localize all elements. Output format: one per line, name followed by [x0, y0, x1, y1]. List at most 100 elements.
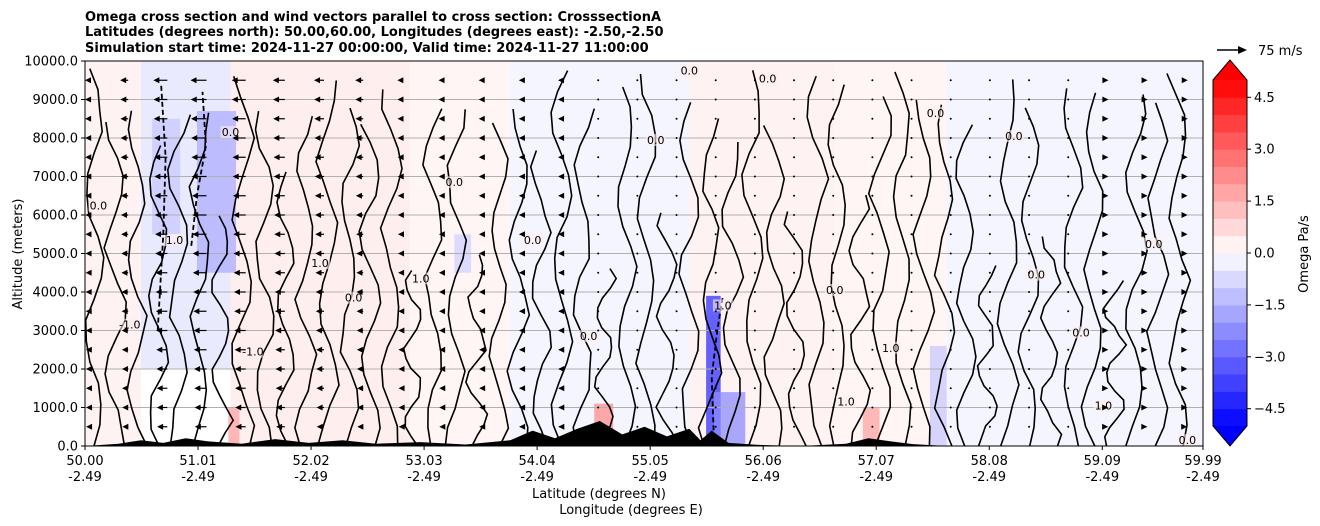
wind-vector-head — [316, 366, 323, 372]
x-tick-label-lat: 53.03 — [405, 454, 442, 469]
wind-vector-head — [85, 366, 92, 372]
wind-vector-head — [234, 327, 241, 334]
omega-contour — [85, 68, 105, 446]
wind-vector-head — [1141, 385, 1148, 392]
y-tick-label: 0.0 — [57, 440, 78, 455]
negative-contour — [156, 84, 167, 331]
omega-contour — [147, 145, 170, 446]
wind-vector-head — [518, 96, 525, 103]
y-tick-label: 2000.0 — [33, 363, 79, 378]
wind-vector-dot — [675, 117, 678, 120]
wind-vector-head — [397, 231, 404, 238]
wind-vector-dot — [636, 137, 639, 139]
wind-vector-head — [1181, 212, 1188, 218]
wind-vector-dot — [753, 310, 756, 313]
contour-label-bg — [220, 126, 241, 139]
wind-vector-head — [558, 327, 565, 334]
wind-vector-dot — [1028, 156, 1031, 159]
wind-vector-head — [153, 135, 160, 141]
wind-vector-dot — [1067, 425, 1070, 428]
wind-vector-head — [1141, 366, 1148, 372]
contour-label-bg — [522, 233, 543, 246]
wind-vector-head — [85, 231, 92, 238]
contour-label-bg — [645, 133, 666, 146]
wind-vector-head — [314, 77, 321, 84]
omega-contour — [741, 70, 764, 446]
wind-vector-dot — [753, 406, 756, 409]
wind-vector-dot — [910, 425, 913, 428]
wind-vector-head — [1102, 269, 1109, 276]
wind-vector-dot — [988, 137, 991, 139]
wind-vector-head — [356, 250, 363, 257]
wind-vector-head — [85, 385, 92, 392]
wind-vector-head — [315, 327, 322, 334]
wind-vector-head — [519, 327, 526, 334]
wind-vector-head — [1141, 404, 1148, 411]
x-tick-label-lon: -2.49 — [859, 470, 893, 485]
wind-vector-dot — [988, 175, 991, 178]
wind-vector-dot — [988, 425, 991, 428]
wind-vector-dot — [597, 79, 600, 82]
wind-vector-dot — [1028, 368, 1031, 370]
wind-vector-head — [479, 327, 486, 334]
wind-vector-dot — [714, 233, 717, 236]
wind-vector-head — [121, 327, 128, 334]
wind-vector-dot — [675, 252, 678, 255]
y-tick-label: 1000.0 — [33, 401, 79, 416]
wind-vector-head — [155, 250, 162, 257]
wind-vector-head — [273, 154, 280, 161]
wind-vector-dot — [949, 425, 952, 428]
omega-contour — [231, 76, 256, 446]
x-tick-label-lon: -2.49 — [972, 470, 1006, 485]
wind-vector-head — [398, 385, 405, 392]
wind-vector-head — [192, 269, 199, 276]
wind-vector-head — [120, 154, 127, 161]
wind-vector-head — [1102, 250, 1109, 257]
wind-vector-head — [439, 366, 446, 372]
wind-vector-head — [438, 154, 445, 161]
wind-vector-head — [86, 423, 93, 430]
wind-vector-dot — [832, 137, 835, 139]
wind-vector-dot — [1067, 271, 1070, 274]
wind-vector-dot — [832, 175, 835, 178]
wind-vector-head — [1181, 308, 1188, 315]
wind-vector-dot — [1067, 175, 1070, 178]
contour-label-bg — [310, 257, 331, 270]
omega-contour — [254, 110, 275, 446]
title-line-2: Latitudes (degrees north): 50.00,60.00, … — [85, 25, 664, 40]
wind-vector-dot — [1067, 406, 1070, 409]
wind-vector-head — [1141, 250, 1148, 257]
wind-vector-dot — [949, 233, 952, 236]
wind-vector-dot — [636, 98, 639, 101]
wind-vector-dot — [910, 387, 913, 390]
contour-label-bg — [343, 291, 364, 304]
wind-vector-dot — [871, 117, 874, 120]
omega-contour — [166, 114, 192, 446]
wind-vector-dot — [871, 79, 874, 82]
wind-vector-head — [1141, 423, 1148, 430]
wind-vector-dot — [597, 98, 600, 101]
wind-vector-dot — [871, 137, 874, 139]
wind-vector-dot — [753, 233, 756, 236]
wind-vector-dot — [753, 425, 756, 428]
wind-vector-dot — [597, 348, 600, 351]
wind-vector-head — [121, 231, 128, 238]
wind-vector-dot — [793, 156, 796, 159]
wind-vector-dot — [871, 406, 874, 409]
wind-vector-dot — [714, 214, 717, 216]
wind-vector-dot — [832, 79, 835, 82]
omega-contour — [188, 112, 210, 446]
wind-vector-dot — [871, 329, 874, 332]
wind-vector-head — [85, 96, 92, 103]
wind-vector-head — [398, 327, 405, 334]
wind-vector-dot — [910, 233, 913, 236]
omega-contour — [339, 107, 361, 446]
wind-vector-dot — [675, 175, 678, 178]
wind-vector-dot — [675, 387, 678, 390]
wind-vector-dot — [988, 156, 991, 159]
wind-vector-head — [438, 77, 445, 84]
omega-contour — [444, 109, 468, 446]
wind-vector-head — [120, 96, 127, 103]
wind-vector-dot — [1028, 271, 1031, 274]
wind-vector-head — [1181, 231, 1188, 238]
